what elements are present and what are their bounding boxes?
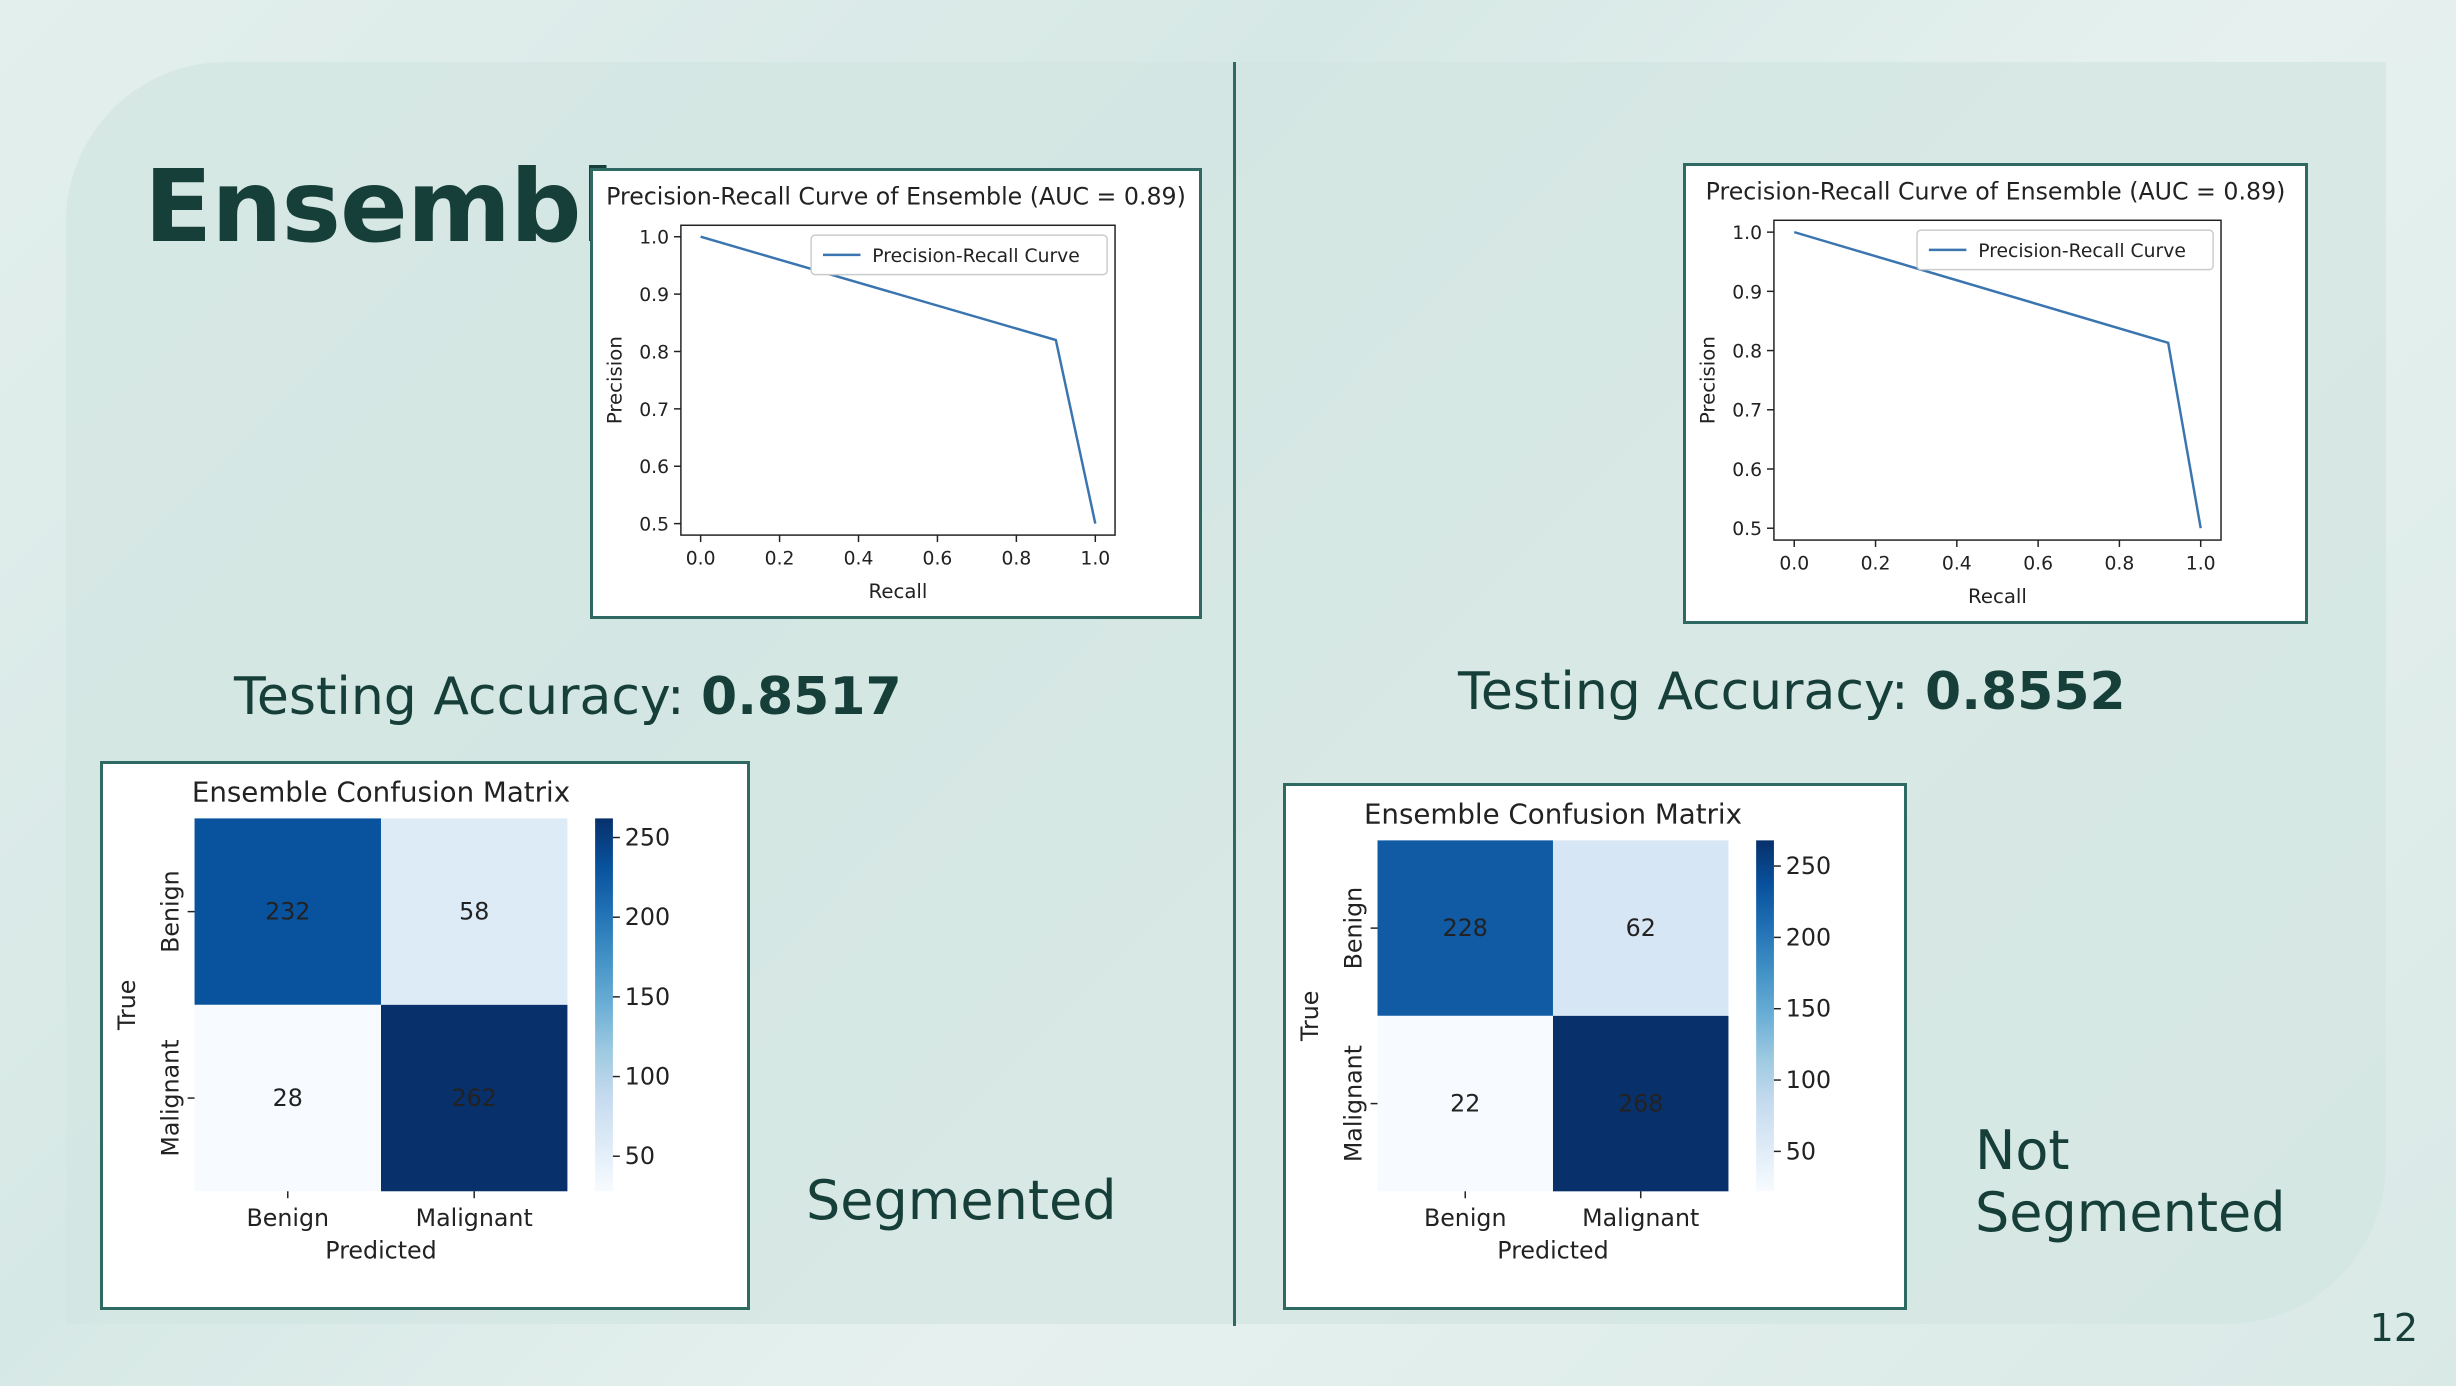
- y-axis-label: Precision: [1697, 336, 1720, 424]
- testing-accuracy-segmented: Testing Accuracy: 0.8517: [234, 667, 902, 727]
- variant-label-not-segmented: Not Segmented: [1975, 1119, 2286, 1244]
- y-tick-label: 0.9: [1732, 282, 1762, 303]
- accuracy-value: 0.8517: [701, 667, 902, 727]
- accuracy-label: Testing Accuracy:: [1458, 662, 1909, 722]
- legend-label: Precision-Recall Curve: [872, 246, 1079, 267]
- accuracy-label: Testing Accuracy:: [234, 667, 685, 727]
- y-tick-label: 0.6: [1732, 460, 1762, 481]
- y-tick-label: 0.6: [639, 457, 669, 478]
- heatmap-cell: [380, 818, 568, 1005]
- y-axis-label: True: [113, 980, 141, 1031]
- legend-label: Precision-Recall Curve: [1978, 241, 2186, 262]
- pr-curve-chart-segmented: Precision-Recall Curve of Ensemble (AUC …: [590, 168, 1202, 619]
- chart-title: Precision-Recall Curve of Ensemble (AUC …: [606, 183, 1186, 211]
- heatmap-cell: [380, 1004, 568, 1192]
- colorbar-tick-label: 50: [1786, 1137, 1816, 1165]
- cell-value: 232: [265, 898, 310, 926]
- y-tick-label: 0.8: [639, 342, 669, 363]
- accuracy-value: 0.8552: [1925, 662, 2126, 722]
- page-number: 12: [2369, 1306, 2418, 1350]
- x-tick-label: 1.0: [1080, 549, 1110, 570]
- y-axis-label: True: [1296, 991, 1324, 1042]
- x-tick-label: 0.4: [1942, 554, 1972, 575]
- x-axis-label: Recall: [869, 580, 928, 603]
- x-axis-label: Recall: [1968, 585, 2027, 608]
- legend-box: [1916, 229, 2214, 271]
- legend-box: [810, 234, 1108, 276]
- heatmap-cell: [1377, 840, 1553, 1016]
- plot-frame: [1773, 219, 2222, 541]
- x-tick-label: Malignant: [416, 1204, 533, 1232]
- chart-title: Ensemble Confusion Matrix: [192, 776, 570, 809]
- colorbar-tick-label: 100: [625, 1062, 670, 1090]
- heatmap-cell: [1552, 840, 1729, 1016]
- x-tick-label: Benign: [246, 1204, 329, 1232]
- y-tick-label: Malignant: [157, 1039, 185, 1156]
- y-tick-label: Benign: [1340, 887, 1368, 970]
- x-tick-label: Benign: [1424, 1204, 1507, 1232]
- x-axis-label: Predicted: [1497, 1237, 1608, 1265]
- y-tick-label: 0.5: [639, 515, 669, 536]
- x-tick-label: Malignant: [1582, 1204, 1699, 1232]
- colorbar: [595, 818, 613, 1192]
- series-line: [1793, 230, 2202, 529]
- confusion-matrix-segmented: Ensemble Confusion Matrix 232 58 28 262 Benig…: [100, 761, 750, 1310]
- plot-frame: [680, 224, 1116, 536]
- cell-value: 22: [1450, 1090, 1480, 1118]
- y-tick-label: Benign: [157, 870, 185, 953]
- heatmap-cell: [194, 818, 381, 1005]
- confusion-matrix-not-segmented: Ensemble Confusion Matrix 228 62 22 268 Benig…: [1283, 783, 1907, 1310]
- colorbar-tick-label: 250: [1786, 852, 1831, 880]
- heatmap-cell: [194, 1004, 381, 1192]
- cell-value: 28: [273, 1084, 303, 1112]
- panel-divider: [1233, 62, 1236, 1326]
- chart-title: Precision-Recall Curve of Ensemble (AUC …: [1706, 178, 2286, 206]
- y-tick-label: 1.0: [639, 228, 669, 249]
- y-tick-label: 0.9: [639, 285, 669, 306]
- cell-value: 268: [1618, 1090, 1663, 1118]
- colorbar-tick-label: 200: [1786, 923, 1831, 951]
- y-tick-label: 0.7: [1732, 401, 1762, 422]
- x-tick-label: 0.2: [1861, 554, 1891, 575]
- chart-title: Ensemble Confusion Matrix: [1364, 798, 1742, 831]
- x-tick-label: 0.8: [1001, 549, 1031, 570]
- x-tick-label: 0.2: [765, 549, 795, 570]
- x-tick-label: 0.0: [686, 549, 716, 570]
- cell-value: 58: [459, 898, 489, 926]
- cell-value: 262: [452, 1084, 497, 1112]
- y-tick-label: 0.5: [1732, 519, 1762, 540]
- series-line: [700, 235, 1097, 524]
- x-tick-label: 0.6: [923, 549, 953, 570]
- colorbar-tick-label: 150: [625, 983, 670, 1011]
- x-tick-label: 1.0: [2186, 554, 2216, 575]
- pr-curve-chart-not-segmented: Precision-Recall Curve of Ensemble (AUC …: [1683, 163, 2308, 624]
- pr-curve-svg: Precision-Recall Curve of Ensemble (AUC …: [1697, 178, 2286, 609]
- cell-value: 228: [1443, 914, 1488, 942]
- x-tick-label: 0.8: [2104, 554, 2134, 575]
- confusion-matrix-svg: Ensemble Confusion Matrix 228 62 22 268 Benig…: [1296, 798, 1831, 1265]
- cell-value: 62: [1626, 914, 1656, 942]
- y-tick-label: 0.7: [639, 400, 669, 421]
- pr-curve-svg: Precision-Recall Curve of Ensemble (AUC …: [604, 183, 1186, 604]
- y-tick-label: Malignant: [1340, 1045, 1368, 1162]
- variant-label-segmented: Segmented: [806, 1169, 1117, 1232]
- colorbar-tick-label: 100: [1786, 1066, 1831, 1094]
- colorbar-tick-label: 50: [625, 1142, 655, 1170]
- colorbar-tick-label: 150: [1786, 995, 1831, 1023]
- testing-accuracy-not-segmented: Testing Accuracy: 0.8552: [1458, 662, 2126, 722]
- x-axis-label: Predicted: [325, 1237, 436, 1265]
- x-tick-label: 0.4: [844, 549, 874, 570]
- x-tick-label: 0.0: [1779, 554, 1809, 575]
- y-tick-label: 1.0: [1732, 223, 1762, 244]
- x-tick-label: 0.6: [2023, 554, 2053, 575]
- y-axis-label: Precision: [604, 336, 627, 424]
- heatmap-cell: [1552, 1015, 1729, 1192]
- heatmap-cell: [1377, 1015, 1553, 1192]
- colorbar-tick-label: 200: [625, 903, 670, 931]
- confusion-matrix-svg: Ensemble Confusion Matrix 232 58 28 262 Benig…: [113, 776, 670, 1265]
- colorbar-tick-label: 250: [625, 823, 670, 851]
- y-tick-label: 0.8: [1732, 341, 1762, 362]
- colorbar: [1756, 840, 1774, 1192]
